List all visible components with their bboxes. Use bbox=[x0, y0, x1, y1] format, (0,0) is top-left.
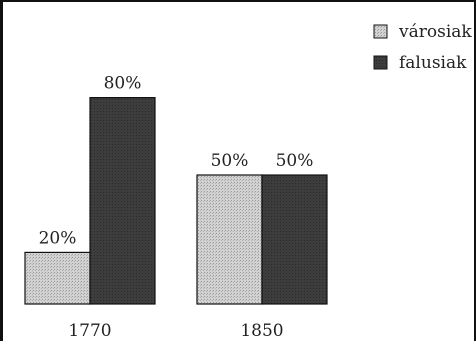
legend-swatch-0 bbox=[373, 24, 388, 39]
data-label: 80% bbox=[104, 74, 142, 94]
bar-1770-series-0 bbox=[24, 251, 91, 305]
legend-swatch-1 bbox=[373, 55, 388, 70]
bar-1770-series-1 bbox=[89, 96, 156, 305]
bar-1850-series-1 bbox=[261, 174, 328, 305]
x-tick-label: 1770 bbox=[68, 321, 111, 341]
bar-1850-series-0 bbox=[196, 174, 263, 305]
bar-chart: 20% 80% 50% 50% 1770 1850 városiak falusiak bbox=[24, 22, 472, 341]
data-label: 50% bbox=[211, 151, 249, 171]
legend-label: városiak bbox=[398, 22, 472, 42]
x-tick-label: 1850 bbox=[240, 321, 283, 341]
data-label: 20% bbox=[39, 228, 77, 248]
legend-label: falusiak bbox=[399, 53, 467, 73]
data-label: 50% bbox=[276, 151, 314, 171]
